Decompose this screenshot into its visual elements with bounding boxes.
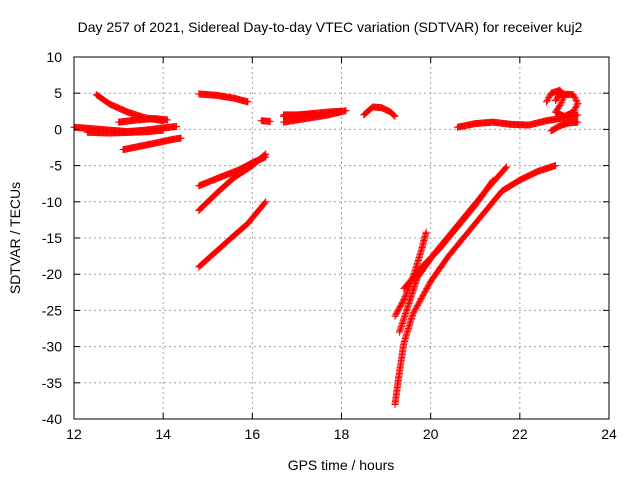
- y-tick-label: 0: [54, 121, 62, 137]
- series-arc-6: [195, 90, 252, 106]
- data-point: [399, 297, 407, 305]
- data-point: [422, 228, 430, 236]
- data-point: [502, 163, 510, 171]
- data-point: [260, 152, 268, 160]
- data-point: [421, 287, 429, 295]
- y-tick-label: -10: [42, 194, 62, 210]
- chart-title: Day 257 of 2021, Sidereal Day-to-day VTE…: [78, 19, 583, 35]
- data-point: [177, 134, 185, 142]
- x-tick-label: 18: [334, 426, 350, 442]
- data-point: [488, 177, 496, 185]
- x-tick-label: 14: [155, 426, 171, 442]
- data-point: [262, 150, 270, 158]
- data-point: [342, 107, 350, 115]
- data-point: [402, 291, 410, 299]
- series-arc-8: [195, 150, 270, 214]
- x-tick-label: 24: [601, 426, 617, 442]
- data-point: [489, 176, 497, 184]
- data-point: [423, 285, 431, 293]
- data-point: [401, 293, 409, 301]
- x-tick-label: 12: [66, 426, 82, 442]
- series-arc-9: [195, 198, 270, 271]
- data-point: [552, 95, 560, 103]
- data-point: [424, 282, 432, 290]
- data-point: [311, 110, 319, 118]
- data-point: [572, 96, 580, 104]
- series-arc-18: [400, 176, 497, 293]
- data-point: [390, 111, 398, 119]
- data-point: [164, 116, 172, 124]
- series-arc-10: [257, 117, 274, 125]
- data-point: [391, 112, 399, 120]
- data-point: [557, 98, 565, 106]
- data-point: [552, 162, 559, 170]
- grid-layer: [74, 57, 609, 419]
- y-tick-label: -15: [42, 230, 62, 246]
- data-point: [544, 95, 552, 103]
- data-point: [571, 105, 579, 113]
- y-tick-label: -40: [42, 411, 62, 427]
- data-point: [574, 99, 582, 107]
- series-arc-7: [195, 153, 270, 190]
- x-tick-label: 16: [245, 426, 261, 442]
- data-point: [558, 97, 566, 105]
- y-tick-label: -25: [42, 302, 62, 318]
- data-point: [261, 151, 269, 159]
- data-layer: [70, 86, 582, 409]
- data-point: [338, 107, 345, 115]
- y-tick-label: -20: [42, 266, 62, 282]
- data-point: [266, 117, 274, 125]
- data-point: [545, 94, 553, 102]
- y-tick-label: -30: [42, 339, 62, 355]
- data-point: [244, 98, 252, 106]
- data-point: [557, 100, 565, 108]
- series-arc-5: [119, 134, 185, 154]
- tick-layer: 12 14 16 18 20 22 24 10 5 0 -5 -10 -15 -20 -25 -30 -35 -4…: [42, 49, 617, 442]
- x-tick-label: 22: [512, 426, 528, 442]
- series-arc-15: [391, 162, 559, 409]
- data-point: [173, 123, 181, 131]
- y-tick-label: -35: [42, 375, 62, 391]
- data-point: [401, 294, 409, 302]
- data-point: [502, 164, 510, 172]
- data-point: [159, 126, 167, 134]
- y-tick-label: -5: [50, 158, 63, 174]
- data-point: [262, 198, 270, 206]
- data-point: [261, 199, 269, 207]
- data-point: [402, 290, 410, 298]
- data-point: [573, 98, 581, 106]
- series-arc-13: [280, 110, 319, 119]
- data-point: [574, 118, 582, 126]
- data-point: [572, 95, 580, 103]
- data-point: [552, 96, 559, 104]
- series-arc-21: [543, 86, 582, 120]
- y-tick-label: 5: [54, 85, 62, 101]
- y-tick-label: 10: [46, 49, 62, 65]
- y-axis-label: SDTVAR / TECUs: [7, 182, 23, 294]
- series-arc-3: [83, 126, 167, 137]
- data-point: [400, 296, 408, 304]
- data-point: [543, 96, 551, 104]
- series-arc-14: [360, 103, 399, 120]
- data-point: [569, 108, 577, 116]
- x-tick-label: 20: [423, 426, 439, 442]
- data-point: [574, 111, 582, 119]
- series-arc-4: [115, 115, 172, 126]
- x-axis-label: GPS time / hours: [288, 457, 395, 473]
- data-point: [572, 104, 580, 112]
- data-point: [389, 111, 397, 119]
- data-point: [570, 107, 578, 115]
- data-point: [543, 98, 551, 106]
- series-arc-20: [547, 118, 582, 135]
